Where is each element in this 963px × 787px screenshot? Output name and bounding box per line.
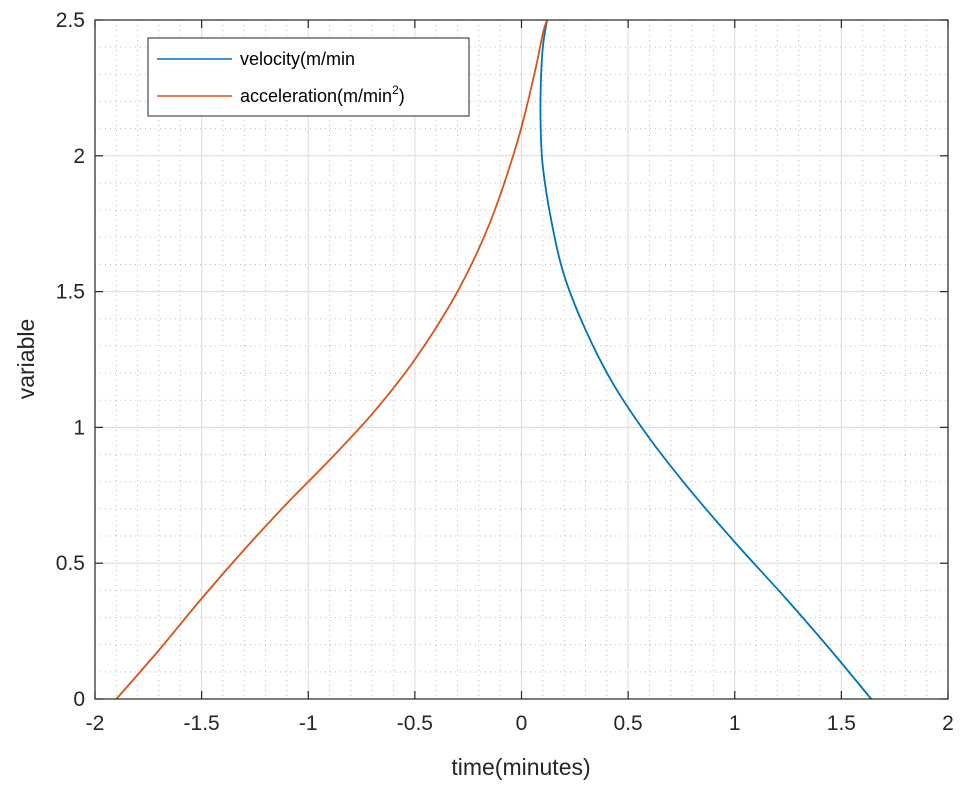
legend-acceleration-text: acceleration(m/min [240,86,392,106]
y-tick-label: 1.5 [56,281,85,304]
x-tick-label: 1.5 [827,712,856,735]
legend: velocity(m/min acceleration(m/min2) [147,37,470,117]
x-tick-label: 0.5 [614,712,643,735]
legend-acceleration-sup: 2 [392,83,399,97]
x-tick-label: -1 [299,712,318,735]
y-axis-ticks: 0 0.5 1 1.5 2 2.5 [56,9,948,711]
legend-label-acceleration: acceleration(m/min2) [240,83,405,106]
y-tick-label: 2 [73,145,85,168]
x-tick-label: 1 [729,712,741,735]
velocity-line [539,19,872,700]
x-tick-label: 2 [942,712,954,735]
y-tick-label: 0.5 [56,552,85,575]
minor-grid [95,20,948,699]
x-axis-ticks: -2 -1.5 -1 -0.5 0 0.5 1 1.5 2 [86,20,954,735]
x-tick-label: -1.5 [184,712,220,735]
y-tick-label: 0 [73,688,85,711]
legend-label-velocity: velocity(m/min [240,49,355,69]
legend-box [147,37,470,117]
x-tick-label: 0 [516,712,528,735]
x-axis-label: time(minutes) [451,754,590,780]
acceleration-line [115,19,548,700]
series-layer [115,19,872,700]
legend-velocity-text: velocity(m/min [240,49,355,69]
y-tick-label: 2.5 [56,9,85,32]
x-tick-label: -2 [86,712,105,735]
legend-acceleration-suffix: ) [399,86,405,106]
y-axis-label: variable [13,319,39,400]
y-tick-label: 1 [73,416,85,439]
x-tick-label: -0.5 [397,712,433,735]
